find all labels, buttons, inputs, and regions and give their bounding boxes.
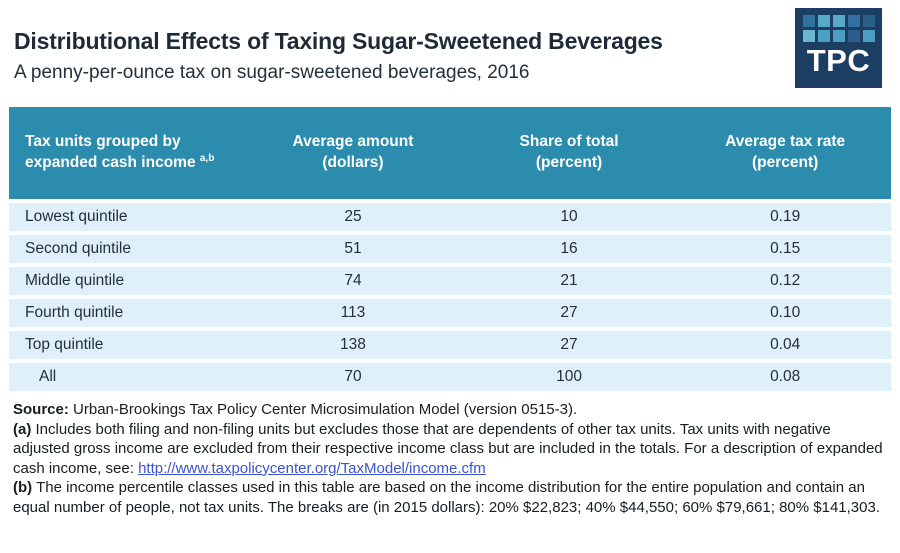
logo-square — [802, 15, 815, 27]
tpc-logo-text: TPC — [806, 43, 871, 78]
average-tax-rate-cell: 0.19 — [679, 203, 891, 231]
income-definition-link[interactable]: http://www.taxpolicycenter.org/TaxModel/… — [138, 459, 486, 477]
column-header-line1: Tax units grouped by — [25, 132, 181, 150]
average-tax-rate-cell: 0.15 — [679, 235, 891, 263]
header: Distributional Effects of Taxing Sugar-S… — [0, 0, 900, 84]
average-tax-rate-cell: 0.08 — [679, 363, 891, 391]
logo-square — [847, 30, 860, 42]
share-of-total-cell: 27 — [458, 299, 680, 327]
share-of-total-cell: 100 — [458, 363, 680, 391]
average-tax-rate-cell: 0.04 — [679, 331, 891, 359]
average-tax-rate-cell: 0.10 — [679, 299, 891, 327]
share-of-total-cell: 27 — [458, 331, 680, 359]
distribution-table: Tax units grouped by expanded cash incom… — [9, 103, 891, 395]
logo-square — [862, 30, 875, 42]
logo-square — [862, 15, 875, 27]
note-b-text: The income percentile classes used in th… — [13, 479, 880, 516]
column-header-line1: Average tax rate — [725, 133, 846, 151]
row-label-cell: Fourth quintile — [9, 299, 248, 327]
column-header-line2: expanded cash income — [25, 154, 196, 172]
logo-square — [802, 30, 815, 42]
logo-square — [832, 30, 845, 42]
source-note: Source: Urban-Brookings Tax Policy Cente… — [13, 400, 888, 420]
column-header-line2: (dollars) — [322, 154, 384, 171]
column-header-share-of-total: Share of total (percent) — [458, 107, 680, 199]
logo-square — [817, 15, 830, 27]
note-b-label: (b) — [13, 479, 33, 496]
column-header-line1: Average amount — [292, 133, 414, 151]
column-header-average-amount: Average amount (dollars) — [247, 107, 459, 199]
tpc-logo: TPC — [795, 8, 882, 88]
row-label-cell: Middle quintile — [9, 267, 248, 295]
table-row: All 70 100 0.08 — [9, 363, 891, 391]
note-b: (b) The income percentile classes used i… — [13, 478, 888, 517]
row-label-cell: Lowest quintile — [9, 203, 248, 231]
logo-square — [817, 30, 830, 42]
average-amount-cell: 74 — [247, 267, 459, 295]
source-text: Urban-Brookings Tax Policy Center Micros… — [73, 401, 578, 418]
source-label: Source: — [13, 401, 69, 418]
table-header-row: Tax units grouped by expanded cash incom… — [9, 107, 891, 199]
column-header-line2: (percent) — [535, 154, 603, 171]
note-a-label: (a) — [13, 420, 32, 438]
table-row: Middle quintile 74 21 0.12 — [9, 267, 891, 295]
footnotes: Source: Urban-Brookings Tax Policy Cente… — [13, 400, 888, 517]
row-label-cell: Second quintile — [9, 235, 248, 263]
column-header-tax-units: Tax units grouped by expanded cash incom… — [9, 107, 248, 199]
footnote-superscript: a,b — [199, 153, 215, 165]
average-amount-cell: 51 — [247, 235, 459, 263]
table-row: Second quintile 51 16 0.15 — [9, 235, 891, 263]
table-row: Top quintile 138 27 0.04 — [9, 331, 891, 359]
average-amount-cell: 138 — [247, 331, 459, 359]
share-of-total-cell: 21 — [458, 267, 680, 295]
average-tax-rate-cell: 0.12 — [679, 267, 891, 295]
column-header-line2: (percent) — [751, 154, 819, 171]
average-amount-cell: 113 — [247, 299, 459, 327]
average-amount-cell: 25 — [247, 203, 459, 231]
logo-mosaic-grid — [802, 15, 875, 42]
note-a-text: Includes both filing and non-filing unit… — [13, 420, 883, 477]
row-label-cell: All — [9, 363, 248, 391]
page-subtitle: A penny-per-ounce tax on sugar-sweetened… — [14, 62, 530, 83]
logo-square — [847, 15, 860, 27]
table-row: Fourth quintile 113 27 0.10 — [9, 299, 891, 327]
share-of-total-cell: 16 — [458, 235, 680, 263]
note-a: (a) Includes both filing and non-filing … — [13, 420, 888, 479]
row-label-cell: Top quintile — [9, 331, 248, 359]
average-amount-cell: 70 — [247, 363, 459, 391]
column-header-line1: Share of total — [519, 133, 619, 151]
table-row: Lowest quintile 25 10 0.19 — [9, 203, 891, 231]
column-header-average-tax-rate: Average tax rate (percent) — [679, 107, 891, 199]
page-title: Distributional Effects of Taxing Sugar-S… — [14, 28, 663, 54]
logo-square — [832, 15, 845, 27]
share-of-total-cell: 10 — [458, 203, 680, 231]
